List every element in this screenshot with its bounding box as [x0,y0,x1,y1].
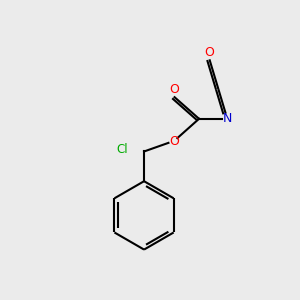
Text: O: O [169,83,179,97]
Text: Cl: Cl [116,142,128,156]
Text: O: O [205,46,214,59]
Text: O: O [169,135,179,148]
Text: N: N [223,112,232,125]
